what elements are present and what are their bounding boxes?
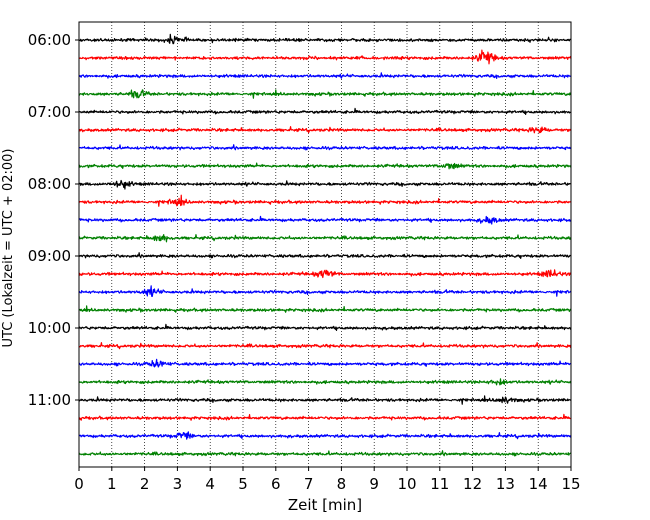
x-tick-label: 9 (369, 475, 379, 493)
plot-frame (78, 21, 572, 468)
y-tick-label: 11:00 (28, 391, 71, 409)
trace-line (78, 358, 572, 368)
x-tick-label: 11 (430, 475, 449, 493)
x-tick-label: 7 (304, 475, 314, 493)
x-tick-label: 4 (205, 475, 215, 493)
trace-line (78, 179, 572, 190)
y-tick-label: 06:00 (28, 31, 71, 49)
trace-line (78, 342, 572, 350)
trace-line (78, 269, 572, 279)
trace-line (78, 72, 572, 79)
y-tick-label: 07:00 (28, 103, 71, 121)
y-tick-label: 08:00 (28, 175, 71, 193)
trace-line (78, 162, 572, 170)
trace-line (78, 323, 572, 332)
x-tick-label: 14 (529, 475, 548, 493)
trace-line (78, 126, 572, 134)
trace-line (78, 107, 572, 116)
trace-line (78, 49, 572, 65)
x-axis: 0 1 2 3 4 5 6 7 8 9 10 11 12 13 14 15 (74, 467, 581, 493)
y-tick-label: 10:00 (28, 319, 71, 337)
trace-line (78, 413, 572, 421)
x-tick-label: 13 (496, 475, 515, 493)
trace-line (78, 431, 572, 440)
x-tick-label: 15 (561, 475, 580, 493)
trace-line (78, 285, 572, 297)
trace-line (78, 395, 572, 405)
trace-line (78, 33, 572, 45)
grid-lines (111, 22, 539, 467)
trace-line (78, 378, 572, 386)
x-tick-label: 6 (271, 475, 281, 493)
x-tick-label: 3 (173, 475, 183, 493)
x-tick-label: 5 (238, 475, 248, 493)
y-axis-label: UTC (Lokalzeit = UTC + 02:00) (1, 149, 16, 348)
trace-line (78, 234, 572, 243)
x-tick-label: 2 (140, 475, 150, 493)
trace-line (78, 252, 572, 259)
x-tick-label: 1 (107, 475, 117, 493)
x-tick-label: 12 (463, 475, 482, 493)
x-tick-label: 10 (397, 475, 416, 493)
trace-line (78, 305, 572, 313)
y-axis: 06:00 07:00 08:00 09:00 10:00 11:00 (28, 31, 79, 409)
trace-line (78, 144, 572, 151)
trace-line (78, 194, 572, 207)
trace-line (78, 215, 572, 225)
trace-line (78, 89, 572, 99)
x-tick-label: 8 (337, 475, 347, 493)
x-axis-label: Zeit [min] (288, 496, 362, 514)
trace-line (78, 450, 572, 457)
y-tick-label: 09:00 (28, 247, 71, 265)
x-tick-label: 0 (74, 475, 84, 493)
seismogram-traces (78, 33, 572, 457)
